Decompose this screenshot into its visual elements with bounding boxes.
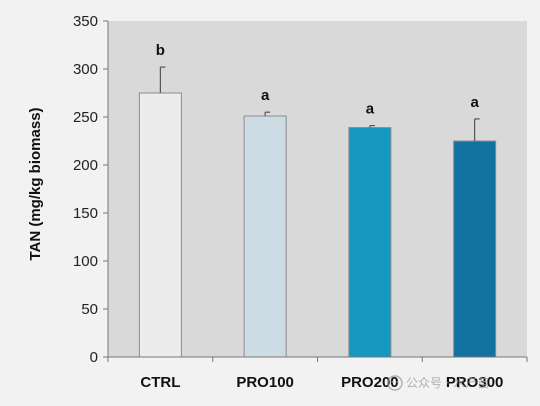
wechat-logo-icon [387,375,403,391]
watermark: 公众号 · 水产苗 [387,375,489,391]
significance-letter-ctrl: b [156,42,165,59]
wechat-logo-icon-dot [396,380,399,384]
y-axis-title: TAN (mg/kg biomass) [27,107,44,260]
bar-pro300 [453,140,497,358]
significance-letter-pro100: a [261,87,270,104]
y-tick-label: 0 [90,349,98,366]
watermark-text: 公众号 · 水产苗 [406,376,489,390]
y-ticks-layer: 0 50 100 150 200 250 300 350 [73,13,108,366]
wechat-logo-icon-dot [391,380,394,384]
bars-layer [138,92,497,358]
y-tick-label: 150 [73,205,98,222]
significance-letter-pro200: a [366,101,375,118]
x-tick-label-pro300: PRO300 [446,374,504,391]
y-tick-label: 100 [73,253,98,270]
x-tick-label-ctrl: CTRL [140,374,180,391]
x-ticks-layer: CTRL PRO100 PRO200 PRO300 [107,357,528,391]
significance-layer: b a a a [156,42,480,118]
y-tick-label: 250 [73,109,98,126]
bar-pro200 [348,127,392,358]
significance-letter-pro300: a [470,94,479,111]
y-tick-label: 300 [73,61,98,78]
error-bars-layer [159,66,480,141]
y-tick-label: 350 [73,13,98,30]
y-tick-label: 200 [73,157,98,174]
x-tick-label-pro100: PRO100 [236,374,294,391]
x-tick-label-pro200: PRO200 [341,374,399,391]
y-tick-label: 50 [81,301,98,318]
bar-pro100 [243,115,287,358]
bar-ctrl [138,92,182,358]
